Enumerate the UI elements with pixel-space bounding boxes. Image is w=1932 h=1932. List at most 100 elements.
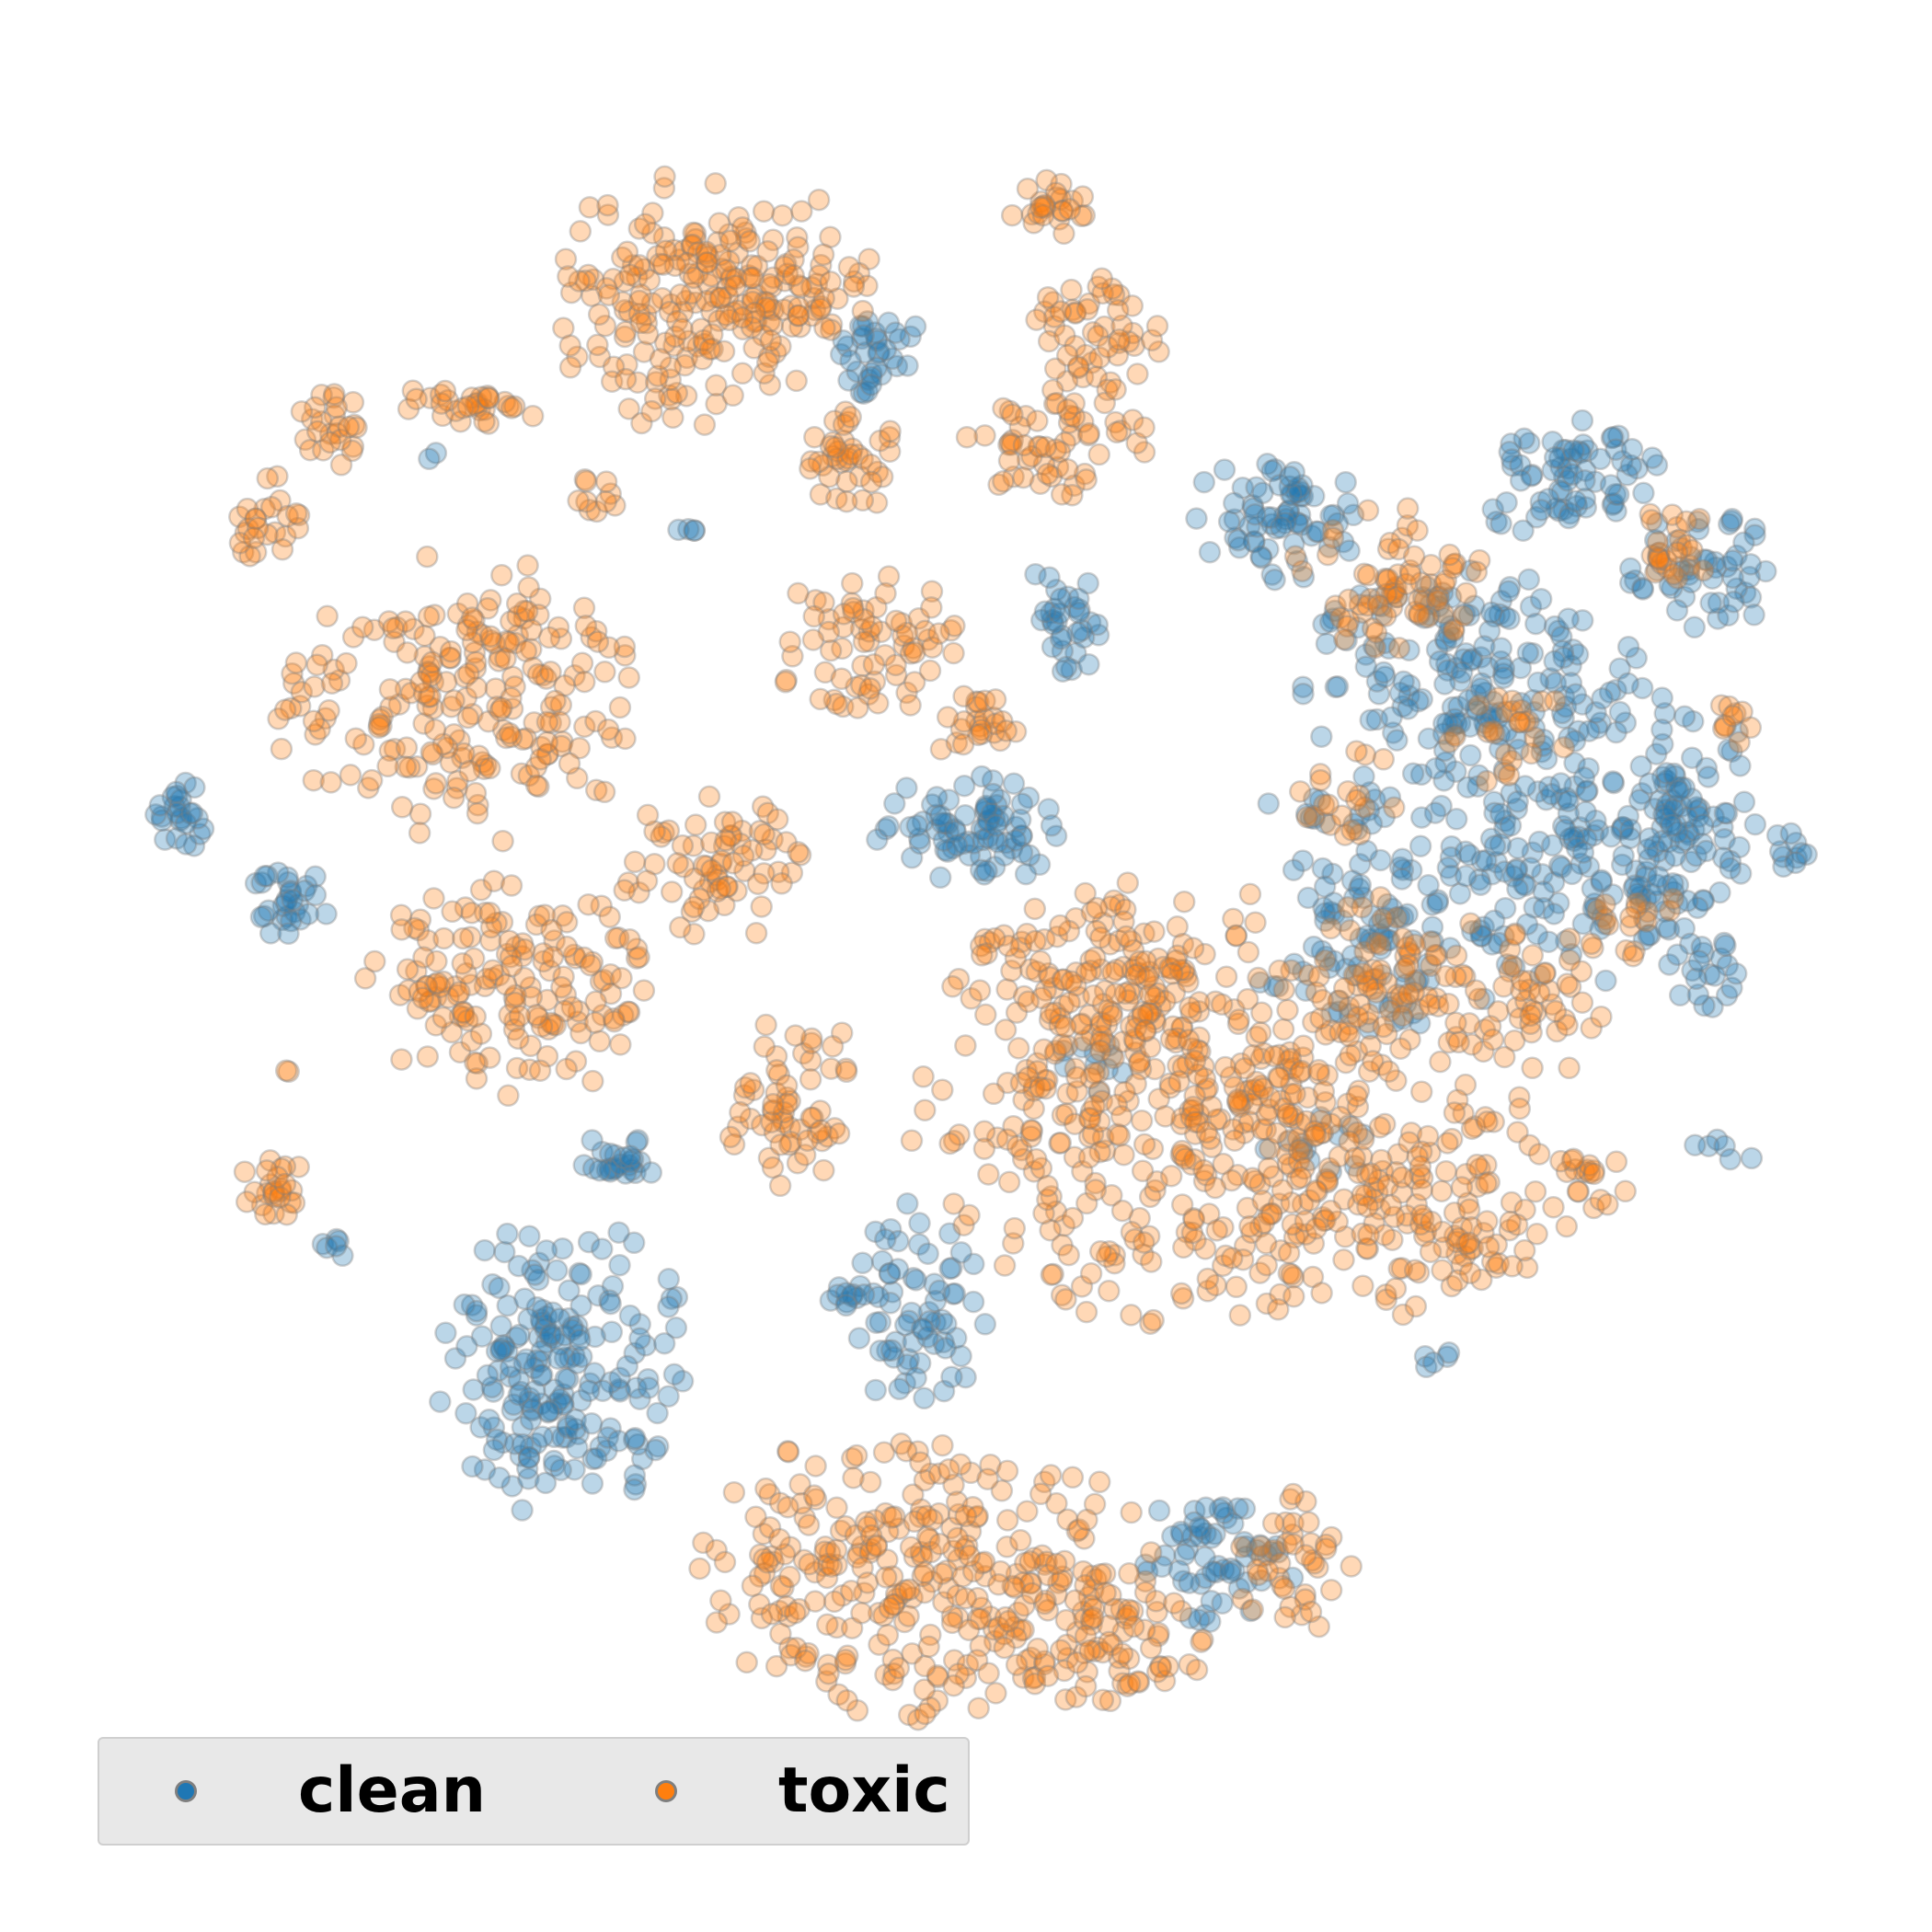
data-point-toxic [770, 872, 793, 895]
data-point-clean [1366, 991, 1390, 1015]
data-point-toxic [813, 316, 836, 339]
data-point-clean [1351, 886, 1375, 910]
data-point-clean [1444, 656, 1468, 680]
data-point-clean [1570, 408, 1594, 432]
data-point-toxic [1508, 710, 1531, 734]
data-point-toxic [700, 858, 723, 882]
data-point-clean [1378, 995, 1401, 1018]
data-point-clean [1257, 537, 1280, 561]
data-point-toxic [1238, 882, 1262, 906]
data-point-clean [1338, 1003, 1362, 1026]
data-point-toxic [803, 1590, 827, 1613]
data-point-toxic [284, 501, 308, 525]
data-point-toxic [729, 1100, 752, 1124]
data-point-clean [1369, 848, 1392, 872]
data-point-clean [1453, 602, 1477, 626]
data-point-clean [893, 1372, 916, 1395]
data-point-clean [1432, 739, 1456, 763]
data-point-clean [1384, 1010, 1407, 1033]
data-point-clean [1573, 469, 1596, 492]
data-point-toxic [1039, 1464, 1063, 1487]
data-point-toxic [852, 630, 876, 653]
data-point-toxic [1036, 1664, 1060, 1687]
data-point-toxic [1406, 519, 1429, 542]
data-point-clean [1506, 836, 1530, 860]
data-point-clean [1526, 780, 1550, 803]
data-point-clean [1578, 719, 1601, 742]
data-point-clean [615, 1354, 639, 1378]
data-point-toxic [755, 351, 779, 374]
data-point-clean [1331, 909, 1354, 933]
data-point-toxic [1009, 1529, 1032, 1552]
data-point-toxic [1343, 1146, 1366, 1170]
data-point-clean [1732, 531, 1755, 555]
data-point-toxic [1133, 1133, 1156, 1156]
data-point-clean [897, 1309, 921, 1333]
data-point-toxic [1214, 965, 1238, 988]
data-point-toxic [270, 737, 293, 761]
data-point-toxic [588, 1029, 612, 1053]
data-point-toxic [995, 719, 1018, 742]
data-point-toxic [1396, 497, 1420, 520]
data-point-toxic [1431, 1259, 1454, 1282]
data-point-clean [1696, 765, 1720, 788]
data-point-toxic [1409, 1155, 1432, 1179]
data-point-toxic [1542, 1195, 1565, 1219]
data-point-toxic [339, 764, 362, 787]
data-point-clean [1728, 835, 1751, 859]
data-point-clean [180, 801, 204, 824]
data-point-clean [1487, 931, 1511, 955]
data-point-toxic [705, 1611, 729, 1634]
data-point-toxic [1369, 886, 1392, 909]
data-point-clean [1512, 519, 1535, 542]
data-point-toxic [1356, 564, 1380, 587]
data-point-toxic [913, 1561, 937, 1584]
data-point-clean [895, 776, 918, 799]
data-point-clean [1458, 715, 1482, 738]
data-point-clean [1371, 604, 1394, 627]
data-point-toxic [812, 1158, 835, 1182]
data-point-toxic [417, 605, 441, 628]
data-point-toxic [423, 718, 447, 742]
data-point-toxic [983, 688, 1007, 711]
data-point-clean [1611, 816, 1635, 839]
data-point-clean [1601, 770, 1625, 793]
data-point-toxic [1142, 1308, 1165, 1332]
data-point-clean [1677, 823, 1701, 846]
data-point-clean [935, 1312, 958, 1336]
data-point-clean [1581, 897, 1604, 920]
data-point-toxic [1029, 1076, 1052, 1099]
data-point-clean [623, 1478, 646, 1501]
data-point-toxic [528, 1059, 552, 1082]
data-point-clean [599, 1292, 622, 1316]
data-point-clean [1376, 928, 1399, 952]
data-point-clean [1354, 655, 1378, 678]
data-point-clean [904, 1269, 927, 1292]
data-point-toxic [1094, 1581, 1117, 1604]
data-point-clean [1638, 847, 1661, 871]
data-point-toxic [1036, 462, 1059, 486]
data-point-toxic [1078, 1639, 1101, 1662]
data-point-clean [1470, 672, 1493, 696]
data-point-toxic [952, 684, 975, 708]
data-point-toxic [524, 774, 548, 798]
data-point-clean [1482, 690, 1505, 714]
data-point-toxic [613, 879, 636, 902]
data-point-clean [1376, 916, 1399, 939]
data-point-clean [1436, 857, 1460, 880]
data-point-toxic [997, 1170, 1021, 1194]
data-point-toxic [1307, 1059, 1330, 1082]
data-point-toxic [390, 1048, 413, 1071]
data-point-toxic [1464, 979, 1488, 1002]
data-point-toxic [1289, 780, 1312, 803]
data-point-toxic [555, 1057, 578, 1081]
data-point-toxic [329, 454, 353, 477]
data-point-toxic [787, 841, 810, 864]
data-point-toxic [720, 811, 744, 834]
data-point-toxic [1104, 378, 1127, 401]
data-point-toxic [498, 721, 522, 745]
data-point-clean [1646, 840, 1670, 863]
data-point-clean [1359, 708, 1382, 731]
data-point-clean [1314, 909, 1337, 933]
data-point-clean [1320, 1001, 1343, 1024]
